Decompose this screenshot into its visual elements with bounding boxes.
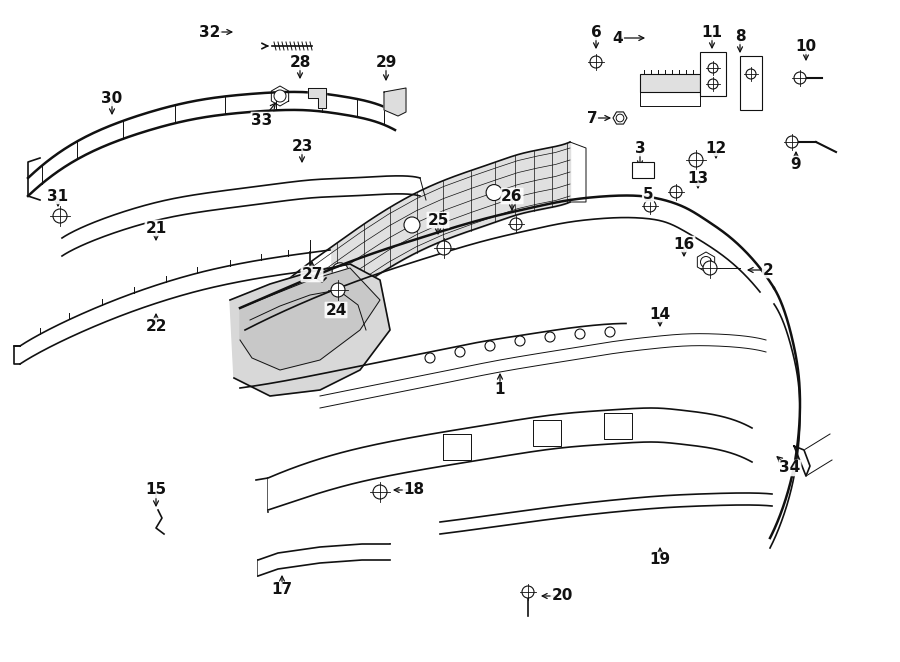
Text: 17: 17 <box>272 583 292 598</box>
Circle shape <box>332 263 348 279</box>
Text: 18: 18 <box>403 483 425 498</box>
Circle shape <box>590 56 602 68</box>
Circle shape <box>485 341 495 351</box>
Text: 13: 13 <box>688 171 708 185</box>
Circle shape <box>425 353 435 363</box>
Circle shape <box>575 329 585 339</box>
Text: 30: 30 <box>102 91 122 105</box>
Circle shape <box>703 261 717 275</box>
Text: 19: 19 <box>650 553 670 567</box>
Circle shape <box>700 256 712 267</box>
Circle shape <box>708 63 718 73</box>
Circle shape <box>708 79 718 89</box>
Circle shape <box>605 327 615 337</box>
Text: 22: 22 <box>145 318 166 334</box>
Circle shape <box>510 218 522 230</box>
Text: 31: 31 <box>48 189 68 203</box>
Text: 34: 34 <box>779 461 801 475</box>
Circle shape <box>644 200 656 212</box>
Polygon shape <box>230 264 390 396</box>
Circle shape <box>373 485 387 499</box>
Circle shape <box>746 69 756 79</box>
Polygon shape <box>384 88 406 116</box>
Polygon shape <box>308 88 326 108</box>
Circle shape <box>437 241 451 255</box>
Circle shape <box>545 332 555 342</box>
Text: 2: 2 <box>762 263 773 277</box>
Circle shape <box>486 185 502 201</box>
Text: 21: 21 <box>146 220 166 236</box>
Text: 15: 15 <box>146 483 166 498</box>
Text: 8: 8 <box>734 28 745 44</box>
Circle shape <box>786 136 798 148</box>
Text: 9: 9 <box>791 156 801 171</box>
Text: 11: 11 <box>701 24 723 40</box>
Text: 33: 33 <box>251 113 273 128</box>
Text: 29: 29 <box>375 54 397 70</box>
Circle shape <box>331 283 345 297</box>
Circle shape <box>404 217 420 233</box>
Circle shape <box>522 586 534 598</box>
Circle shape <box>616 114 624 122</box>
Text: 24: 24 <box>325 303 346 318</box>
Polygon shape <box>613 112 627 124</box>
Polygon shape <box>240 268 380 370</box>
Circle shape <box>689 153 703 167</box>
Circle shape <box>515 336 525 346</box>
Text: 1: 1 <box>495 383 505 397</box>
Text: 6: 6 <box>590 24 601 40</box>
Text: 20: 20 <box>552 589 572 604</box>
Circle shape <box>274 90 286 102</box>
Circle shape <box>670 186 682 198</box>
Text: 25: 25 <box>428 213 449 228</box>
Text: 32: 32 <box>199 24 220 40</box>
Text: 26: 26 <box>501 189 523 203</box>
Text: 14: 14 <box>650 307 670 322</box>
Text: 12: 12 <box>706 140 726 156</box>
Text: 23: 23 <box>292 138 312 154</box>
Circle shape <box>455 347 465 357</box>
FancyBboxPatch shape <box>632 162 654 178</box>
Text: 4: 4 <box>613 30 624 46</box>
FancyBboxPatch shape <box>699 52 726 96</box>
Polygon shape <box>794 446 810 476</box>
FancyBboxPatch shape <box>640 73 700 92</box>
FancyBboxPatch shape <box>740 56 762 111</box>
Circle shape <box>794 72 806 84</box>
Text: 28: 28 <box>289 54 310 70</box>
Text: 5: 5 <box>643 187 653 201</box>
Text: 7: 7 <box>587 111 598 126</box>
Text: 3: 3 <box>634 140 645 156</box>
Text: 10: 10 <box>796 38 816 54</box>
Text: 27: 27 <box>302 267 323 281</box>
Circle shape <box>53 209 67 223</box>
Text: 16: 16 <box>673 236 695 252</box>
